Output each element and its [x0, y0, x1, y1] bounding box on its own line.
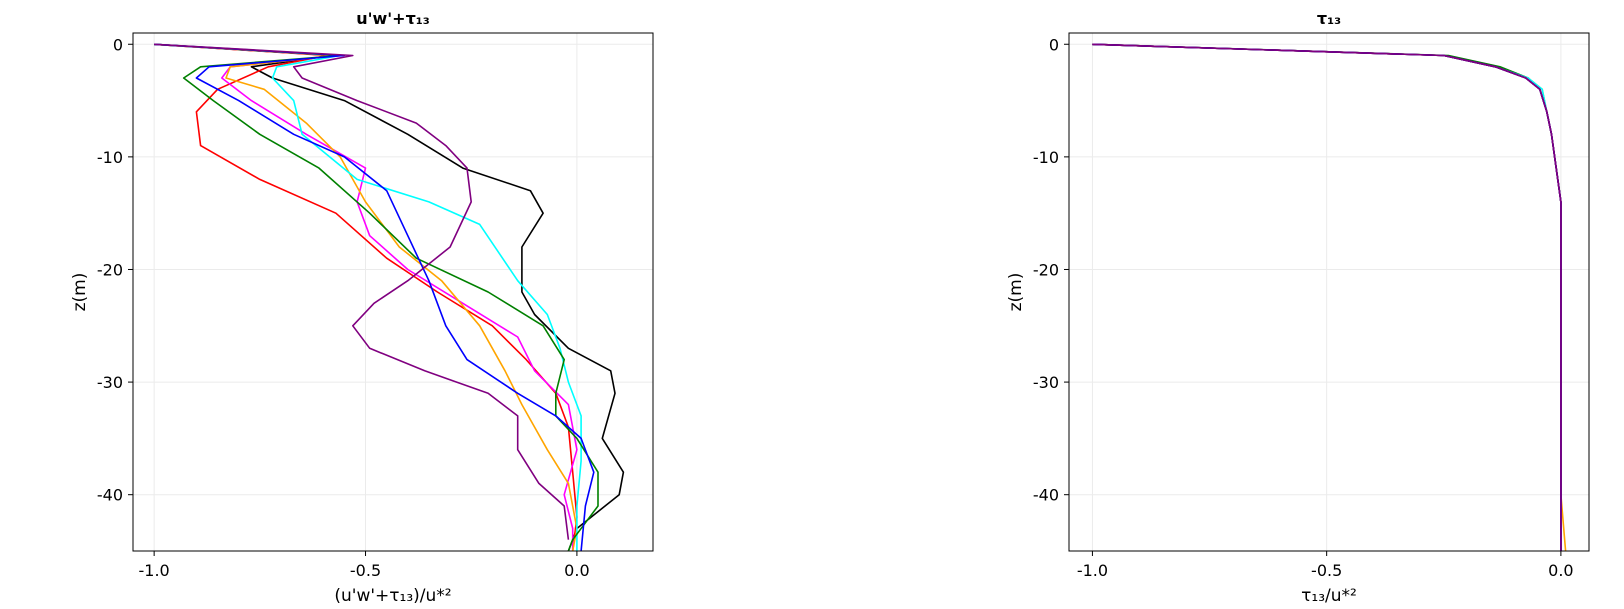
y-tick-label: -40 — [1033, 486, 1059, 505]
left-y-axis-label: z(m) — [70, 273, 90, 312]
y-tick-label: -20 — [1033, 260, 1059, 279]
series-line — [154, 43, 578, 551]
y-tick-label: -10 — [1033, 148, 1059, 167]
series-line — [154, 43, 625, 552]
y-tick-label: -40 — [97, 486, 123, 505]
right-series-group — [1092, 43, 1567, 552]
right-panel: -1.0 -0.5 0.0 0 -10 -20 -30 -40 τ₁₃ τ₁₃/u*² z(… — [1006, 9, 1590, 606]
y-tick-label: 0 — [113, 35, 123, 54]
left-series-group — [154, 43, 625, 552]
left-plot-frame — [132, 32, 654, 552]
y-tick-label: -10 — [97, 148, 123, 167]
right-grid — [1069, 33, 1589, 551]
left-chart-title: u'w'+τ₁₃ — [356, 9, 430, 28]
x-tick-label: -0.5 — [350, 561, 381, 580]
series-line — [1092, 43, 1567, 552]
series-line — [154, 43, 570, 540]
series-line — [1092, 43, 1562, 551]
left-y-ticks: 0 -10 -20 -30 -40 — [97, 35, 133, 505]
right-y-axis-label: z(m) — [1006, 273, 1026, 312]
series-line — [154, 43, 595, 552]
series-line — [154, 43, 578, 552]
series-line — [154, 43, 578, 552]
left-x-ticks: -1.0 -0.5 0.0 — [139, 551, 590, 580]
y-tick-label: -30 — [97, 373, 123, 392]
right-plot-frame — [1068, 32, 1590, 552]
x-tick-label: -1.0 — [1077, 561, 1108, 580]
x-tick-label: 0.0 — [1548, 561, 1573, 580]
left-panel: -1.0 -0.5 0.0 0 -10 -20 -30 -40 u'w'+τ₁₃ (u'w'… — [70, 9, 654, 606]
right-x-axis-label: τ₁₃/u*² — [1301, 586, 1357, 606]
left-grid — [133, 33, 653, 551]
y-tick-label: -20 — [97, 260, 123, 279]
x-tick-label: 0.0 — [564, 561, 589, 580]
series-line — [154, 43, 599, 552]
right-chart-title: τ₁₃ — [1317, 9, 1341, 28]
x-tick-label: -1.0 — [139, 561, 170, 580]
y-tick-label: -30 — [1033, 373, 1059, 392]
y-tick-label: 0 — [1049, 35, 1059, 54]
left-x-axis-label: (u'w'+τ₁₃)/u*² — [334, 586, 451, 606]
right-x-ticks: -1.0 -0.5 0.0 — [1077, 551, 1574, 580]
x-tick-label: -0.5 — [1311, 561, 1342, 580]
series-line — [154, 43, 582, 551]
right-y-ticks: 0 -10 -20 -30 -40 — [1033, 35, 1069, 505]
